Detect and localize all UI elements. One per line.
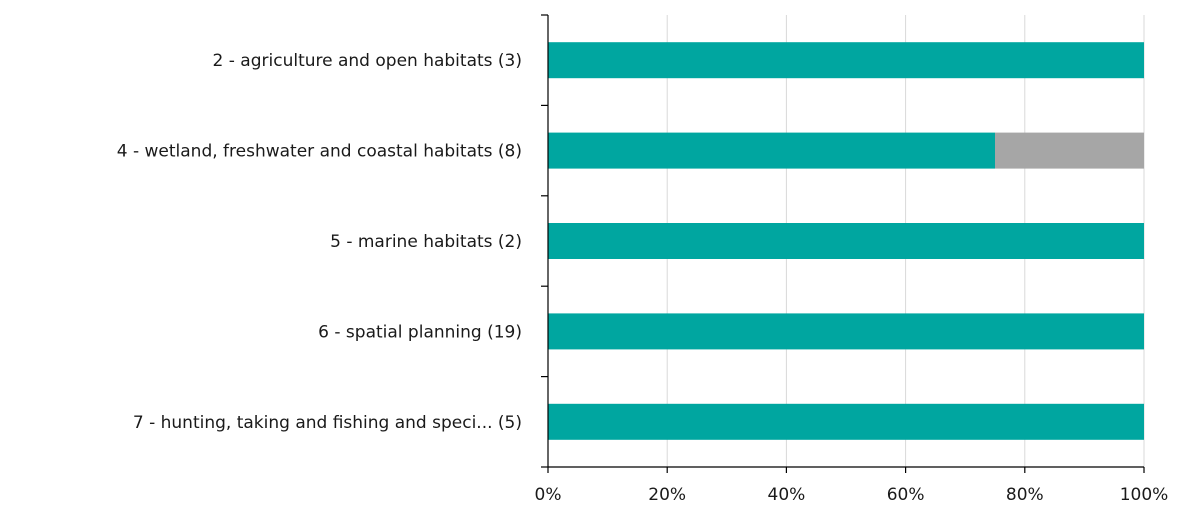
- x-tick-label: 80%: [1006, 485, 1044, 505]
- category-label: 6 - spatial planning (19): [318, 322, 522, 342]
- x-tick-label: 60%: [887, 485, 925, 505]
- category-label: 7 - hunting, taking and fishing and spec…: [133, 413, 522, 433]
- x-tick-label: 0%: [535, 485, 562, 505]
- labels: 0% 20% 40% 60% 80% 100% 2 - agriculture and op…: [117, 51, 1169, 505]
- x-tick-label: 40%: [768, 485, 806, 505]
- x-tick-label: 20%: [648, 485, 686, 505]
- bars: [548, 42, 1144, 440]
- category-label: 4 - wetland, freshwater and coastal habi…: [117, 142, 522, 162]
- bar-segment: [548, 42, 1144, 79]
- bar-segment: [548, 132, 995, 169]
- axes: [541, 14, 1145, 473]
- bar-segment: [548, 313, 1144, 350]
- category-label: 2 - agriculture and open habitats (3): [213, 51, 522, 71]
- category-label: 5 - marine habitats (2): [330, 232, 522, 252]
- bar-segment: [548, 223, 1144, 259]
- bar-segment: [995, 132, 1144, 169]
- x-tick-label: 100%: [1120, 485, 1169, 505]
- bar-segment: [548, 403, 1144, 440]
